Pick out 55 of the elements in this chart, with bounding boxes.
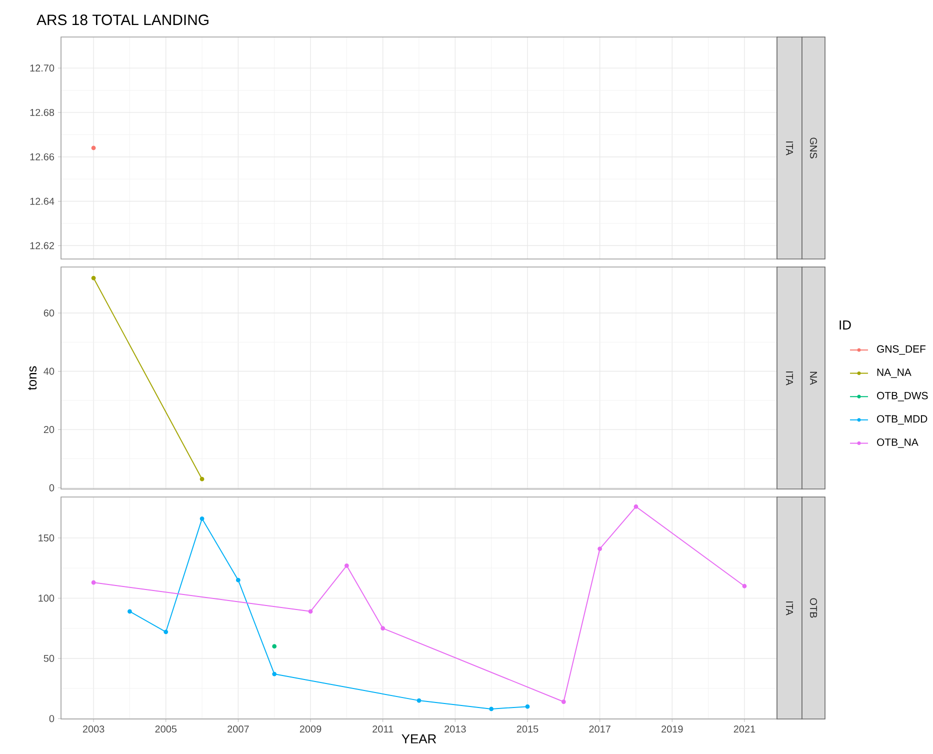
text: GNS (810, 138, 818, 158)
x-tick-label: 2009 (300, 726, 322, 733)
point (416, 698, 422, 703)
y-tick-label: 20 (44, 426, 54, 434)
y-tick-label: 12.70 (30, 64, 54, 72)
point (236, 578, 240, 582)
legend-label: NA_NA (877, 368, 912, 378)
text: NA (810, 372, 817, 385)
point (164, 630, 168, 634)
y-tick-label: 40 (44, 368, 54, 375)
text: GNS_DEF (877, 345, 926, 355)
text: OTB (810, 598, 818, 618)
point (91, 580, 96, 585)
x-axis-title: YEAR (402, 734, 436, 744)
y-tick-label: 60 (44, 309, 54, 317)
point (598, 546, 602, 551)
y-tick-label: 150 (38, 534, 54, 542)
point (561, 700, 566, 704)
y-tick-label: 12.66 (30, 153, 54, 160)
chart-title: ARS 18 TOTAL LANDING (36, 14, 208, 26)
y-tick-label: 12.64 (30, 198, 54, 205)
y-tick-label: 0 (49, 715, 54, 722)
text: ITA (786, 602, 793, 616)
legend-title: ID (840, 320, 851, 330)
x-tick-label: 2003 (82, 726, 104, 733)
point (344, 563, 349, 568)
text: OTB_DWS (877, 392, 928, 402)
point (634, 504, 638, 509)
x-tick-label: 2019 (662, 726, 683, 733)
point (742, 584, 747, 588)
y-tick-label: 0 (49, 484, 54, 492)
x-tick-label: 2015 (516, 726, 538, 733)
point (272, 672, 277, 676)
x-tick-label: 2017 (589, 726, 610, 733)
text: ITA (786, 142, 793, 156)
text: ITA (786, 372, 793, 386)
x-tick-label: 2013 (444, 726, 466, 733)
x-tick-label: 2007 (228, 726, 249, 733)
point (489, 706, 494, 712)
text: OTB_MDD (877, 415, 928, 425)
y-tick-label: 12.68 (30, 108, 54, 116)
y-tick-label: 50 (44, 654, 54, 662)
y-axis-title: tons (28, 366, 37, 390)
x-tick-label: 2021 (734, 726, 756, 733)
point (272, 644, 277, 649)
point (128, 609, 132, 614)
point (308, 609, 313, 614)
point (200, 516, 204, 521)
x-tick-label: 2005 (155, 726, 177, 733)
point (380, 626, 386, 630)
y-tick-label: 100 (38, 594, 54, 602)
y-tick-label: 12.62 (30, 242, 54, 250)
text: OTB_NA (877, 438, 918, 448)
point (525, 704, 530, 709)
x-tick-label: 2011 (372, 726, 394, 733)
